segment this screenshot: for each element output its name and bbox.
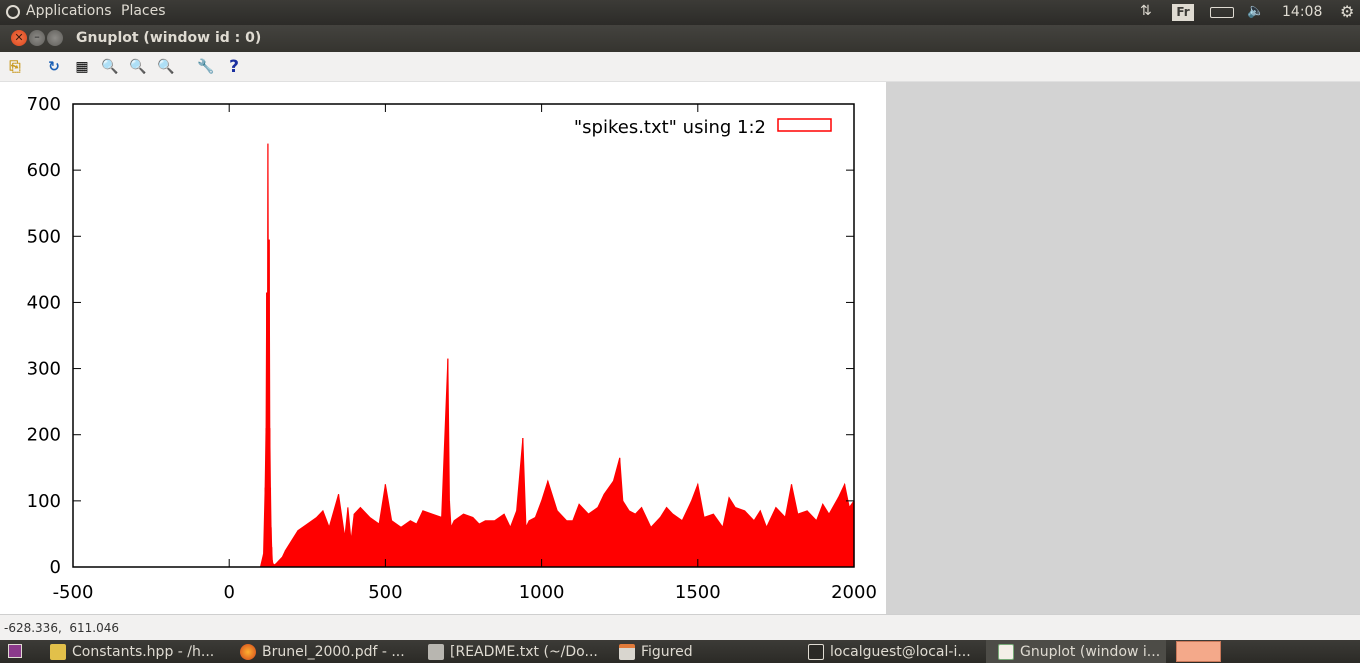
series-spikes: [259, 143, 855, 568]
replot-icon[interactable]: ↻: [48, 59, 60, 75]
text-editor-icon: [50, 643, 66, 660]
keyboard-layout-indicator[interactable]: Fr: [1172, 4, 1194, 21]
help-icon[interactable]: ?: [229, 57, 239, 77]
gnuplot-toolbar: ⎘ ↻ ▦ 🔍 🔍 🔍 🔧 ?: [0, 52, 1360, 82]
taskbar-item-brunel-pdf[interactable]: Brunel_2000.pdf - ...: [240, 640, 405, 663]
legend-label: "spikes.txt" using 1:2: [574, 117, 766, 138]
y-tick-label: 600: [27, 160, 61, 181]
close-icon[interactable]: ✕: [11, 30, 27, 46]
y-tick-label: 0: [50, 557, 61, 578]
y-tick-label: 700: [27, 94, 61, 115]
workspace-switcher[interactable]: [1176, 641, 1221, 662]
zoom-next-icon[interactable]: 🔍: [129, 59, 147, 75]
places-menu[interactable]: Places: [121, 3, 166, 19]
taskbar-item-label: [README.txt (~/Do...: [450, 643, 598, 660]
empty-canvas-region: [886, 82, 1360, 614]
text-editor-icon: [428, 643, 444, 660]
terminal-icon: [808, 643, 824, 660]
y-tick-label: 200: [27, 425, 61, 446]
status-bar: -628.336, 611.046: [0, 614, 1360, 640]
clock[interactable]: 14:08: [1282, 4, 1323, 20]
maximize-icon[interactable]: [47, 30, 63, 46]
top-panel: Applications Places ⇅ Fr 🔈 14:08 ⚙: [0, 0, 1360, 25]
y-tick-label: 300: [27, 359, 61, 380]
show-desktop-icon[interactable]: [8, 644, 22, 658]
window-titlebar: ✕ – Gnuplot (window id : 0): [0, 25, 1360, 52]
chart[interactable]: -500 0 500 1000 1500 2000 0 100 200 300 400 500 600 7…: [0, 82, 886, 614]
taskbar-item-figured[interactable]: Figured: [619, 640, 794, 663]
plot-border: [72, 103, 855, 568]
taskbar-item-label: Brunel_2000.pdf - ...: [262, 643, 405, 660]
minimize-icon[interactable]: –: [29, 30, 45, 46]
settings-gear-icon[interactable]: ⚙: [1340, 2, 1355, 21]
taskbar-item-terminal[interactable]: localguest@local-i...: [808, 640, 978, 663]
x-tick-label: 500: [368, 582, 402, 603]
taskbar: Constants.hpp - /h... Brunel_2000.pdf - …: [0, 640, 1360, 663]
gnuplot-icon: [998, 643, 1014, 660]
battery-icon[interactable]: [1210, 7, 1234, 18]
taskbar-item-label: localguest@local-i...: [830, 643, 971, 660]
ubuntu-logo-icon[interactable]: [6, 5, 20, 19]
applications-menu[interactable]: Applications: [26, 3, 112, 19]
autoscale-icon[interactable]: 🔍: [157, 59, 175, 75]
x-tick-label: 2000: [831, 582, 877, 603]
window-title: Gnuplot (window id : 0): [76, 30, 262, 46]
taskbar-item-label: Gnuplot (window i...: [1020, 643, 1161, 660]
configure-icon[interactable]: 🔧: [197, 59, 215, 75]
copy-clipboard-icon[interactable]: ⎘: [9, 59, 21, 75]
taskbar-item-gnuplot[interactable]: Gnuplot (window i...: [986, 640, 1166, 663]
network-transfer-icon[interactable]: ⇅: [1140, 3, 1152, 19]
y-tick-label: 100: [27, 491, 61, 512]
taskbar-item-label: Constants.hpp - /h...: [72, 643, 215, 660]
x-tick-label: 1500: [675, 582, 721, 603]
x-tick-label: 1000: [519, 582, 565, 603]
taskbar-item-readme[interactable]: [README.txt (~/Do...: [428, 640, 603, 663]
y-tick-label: 400: [27, 292, 61, 313]
grid-icon[interactable]: ▦: [75, 59, 89, 75]
zoom-previous-icon[interactable]: 🔍: [101, 59, 119, 75]
window-icon: [619, 643, 635, 660]
volume-icon[interactable]: 🔈: [1247, 3, 1265, 19]
y-tick-label: 500: [27, 226, 61, 247]
plot-canvas[interactable]: -500 0 500 1000 1500 2000 0 100 200 300 400 500 600 7…: [0, 82, 886, 614]
x-tick-label: -500: [53, 582, 94, 603]
legend-swatch: [777, 118, 832, 132]
firefox-icon: [240, 643, 256, 660]
taskbar-item-label: Figured: [641, 643, 693, 660]
taskbar-item-constants[interactable]: Constants.hpp - /h...: [50, 640, 225, 663]
cursor-coordinates: -628.336, 611.046: [4, 621, 120, 635]
x-tick-label: 0: [223, 582, 234, 603]
